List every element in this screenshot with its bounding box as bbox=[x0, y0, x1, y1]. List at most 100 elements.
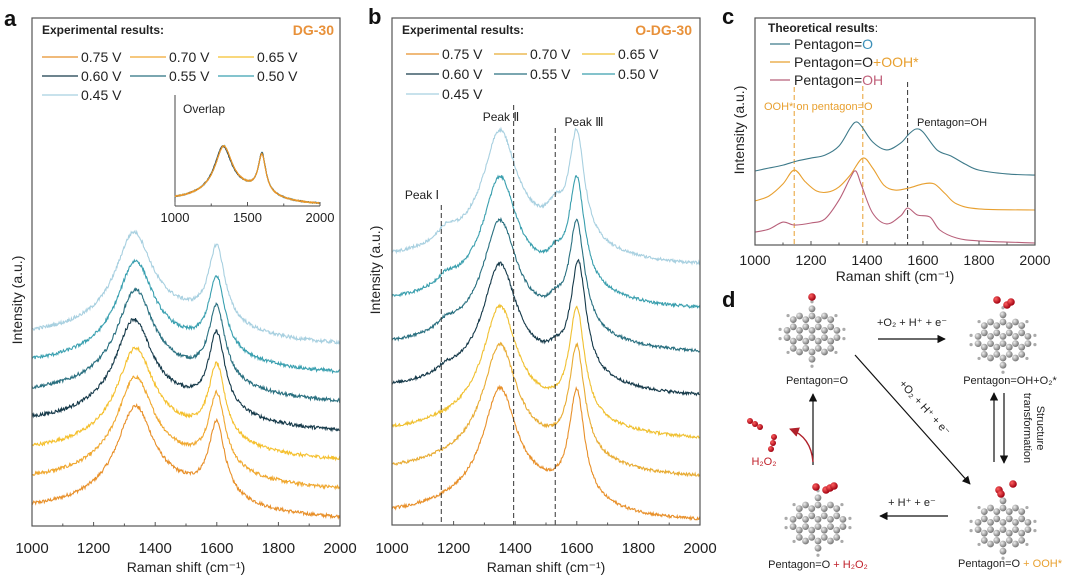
carbon-atom bbox=[796, 334, 803, 341]
carbon-atom bbox=[789, 516, 797, 523]
x-tick-label: 2000 bbox=[323, 540, 356, 557]
carbon-atom bbox=[795, 512, 803, 520]
carbon-atom bbox=[999, 526, 1007, 533]
legend-a: 0.75 V 0.70 V 0.65 V 0.60 V 0.55 V 0.50 V 0.45… bbox=[42, 49, 298, 103]
hydrogen-atom bbox=[848, 526, 852, 530]
inset-series-line bbox=[174, 144, 320, 204]
carbon-atom bbox=[833, 534, 841, 541]
carbon-atom bbox=[999, 311, 1007, 319]
carbon-atom bbox=[1024, 340, 1032, 347]
carbon-atom bbox=[808, 505, 816, 512]
series-line-075V bbox=[31, 402, 341, 520]
carbon-atom bbox=[814, 537, 822, 545]
carbon-atom bbox=[1005, 351, 1013, 358]
state-label-pentagon-oh-o2: Pentagon=OH+O₂* bbox=[963, 375, 1057, 387]
carbon-atom bbox=[987, 540, 994, 548]
oxygen-atom bbox=[757, 424, 763, 430]
hydrogen-atom bbox=[786, 350, 790, 355]
carbon-atom bbox=[808, 534, 816, 541]
x-tick-label: 1600 bbox=[200, 540, 233, 557]
hydrogen-atom bbox=[977, 356, 981, 361]
hydrogen-atom bbox=[969, 343, 973, 347]
carbon-atom bbox=[795, 534, 803, 541]
annotation-ooh: OOH* on pentagon=O bbox=[764, 101, 873, 113]
carbon-atom bbox=[827, 537, 834, 545]
carbon-atom bbox=[827, 316, 835, 323]
x-tick-label: 1200 bbox=[437, 540, 470, 557]
carbon-atom bbox=[974, 526, 982, 533]
carbon-atom bbox=[974, 519, 982, 526]
x-tick-label: 1200 bbox=[77, 540, 110, 557]
arrow-s1-to-s3 bbox=[854, 354, 971, 485]
carbon-atom bbox=[993, 322, 1001, 329]
hydrogen-atom bbox=[1001, 370, 1005, 374]
carbon-atom bbox=[999, 361, 1007, 369]
legend-label: 0.70 V bbox=[169, 49, 210, 65]
x-tick-label: 1000 bbox=[375, 540, 408, 557]
panel-letter-c: c bbox=[722, 4, 734, 29]
release-label-h2o2: H₂O₂ bbox=[751, 456, 776, 468]
legend-label: 0.55 V bbox=[530, 66, 571, 82]
carbon-atom bbox=[808, 334, 816, 341]
state-label-pentagon-o-ooh: Pentagon=O + OOH* bbox=[958, 558, 1063, 570]
carbon-atom bbox=[1005, 529, 1013, 537]
carbon-atom bbox=[980, 529, 988, 537]
y-axis-label-c: Intensity (a.u.) bbox=[731, 86, 747, 175]
x-tick-label: 1600 bbox=[560, 540, 593, 557]
legend-label-part: O bbox=[862, 36, 873, 52]
x-tick-label: 2000 bbox=[1019, 252, 1050, 268]
x-tick-label: 1400 bbox=[499, 540, 532, 557]
carbon-atom bbox=[1018, 515, 1026, 523]
carbon-atom bbox=[1024, 333, 1032, 340]
y-axis-label-b: Intensity (a.u.) bbox=[367, 226, 383, 315]
carbon-atom bbox=[802, 337, 810, 345]
carbon-atom bbox=[827, 523, 834, 530]
carbon-atom bbox=[999, 333, 1007, 340]
carbon-atom bbox=[1012, 318, 1019, 326]
series-line-pentagonoh bbox=[754, 170, 1036, 244]
carbon-atom bbox=[1012, 354, 1019, 362]
carbon-atom bbox=[783, 334, 791, 341]
inset-series-line bbox=[175, 144, 321, 204]
panel-letter-a: a bbox=[4, 6, 17, 31]
oxygen-atom bbox=[997, 490, 1005, 498]
carbon-atom bbox=[814, 337, 822, 345]
carbon-atom bbox=[1018, 329, 1026, 337]
carbon-atom bbox=[808, 355, 816, 363]
series-line-pentagonoooh bbox=[754, 157, 1036, 211]
carbon-atom bbox=[999, 340, 1007, 347]
oxygen-atom bbox=[770, 440, 776, 446]
legend-label: 0.45 V bbox=[81, 87, 122, 103]
chart-a-frame bbox=[31, 17, 341, 527]
legend-title-c: Theoretical results: bbox=[768, 21, 878, 35]
carbon-atom bbox=[821, 312, 828, 320]
hydrogen-atom bbox=[842, 327, 846, 331]
carbon-atom bbox=[827, 323, 835, 331]
carbon-atom bbox=[993, 351, 1001, 358]
inset-series-line bbox=[174, 144, 321, 205]
carbon-atom bbox=[808, 327, 816, 334]
chart-a: Experimental results: DG-30 0.75 V 0.70 V… bbox=[9, 17, 357, 575]
carbon-atom bbox=[999, 497, 1007, 505]
carbon-atom bbox=[833, 505, 841, 512]
oxygen-atom bbox=[830, 482, 838, 490]
oxygen-atom bbox=[812, 483, 820, 491]
carbon-atom bbox=[820, 526, 828, 534]
x-tick-label: 1400 bbox=[851, 252, 882, 268]
inset-series-line bbox=[174, 144, 321, 205]
carbon-atom bbox=[827, 516, 834, 523]
x-tick-label: 2000 bbox=[683, 540, 716, 557]
x-tick-label: 1000 bbox=[15, 540, 48, 557]
oxygen-atom bbox=[771, 434, 777, 440]
annotation-pentagon-oh: Pentagon=OH bbox=[917, 117, 987, 129]
carbon-atom bbox=[980, 343, 988, 351]
series-line-055V bbox=[391, 216, 701, 353]
chart-a-x-axis: 1000 1200 1400 1600 1800 2000 bbox=[15, 522, 357, 557]
carbon-atom bbox=[1012, 540, 1019, 548]
hydrogen-atom bbox=[1025, 542, 1029, 547]
series-line-075V bbox=[391, 384, 701, 522]
carbon-atom bbox=[980, 329, 988, 337]
legend-label-part: OH bbox=[862, 72, 883, 88]
